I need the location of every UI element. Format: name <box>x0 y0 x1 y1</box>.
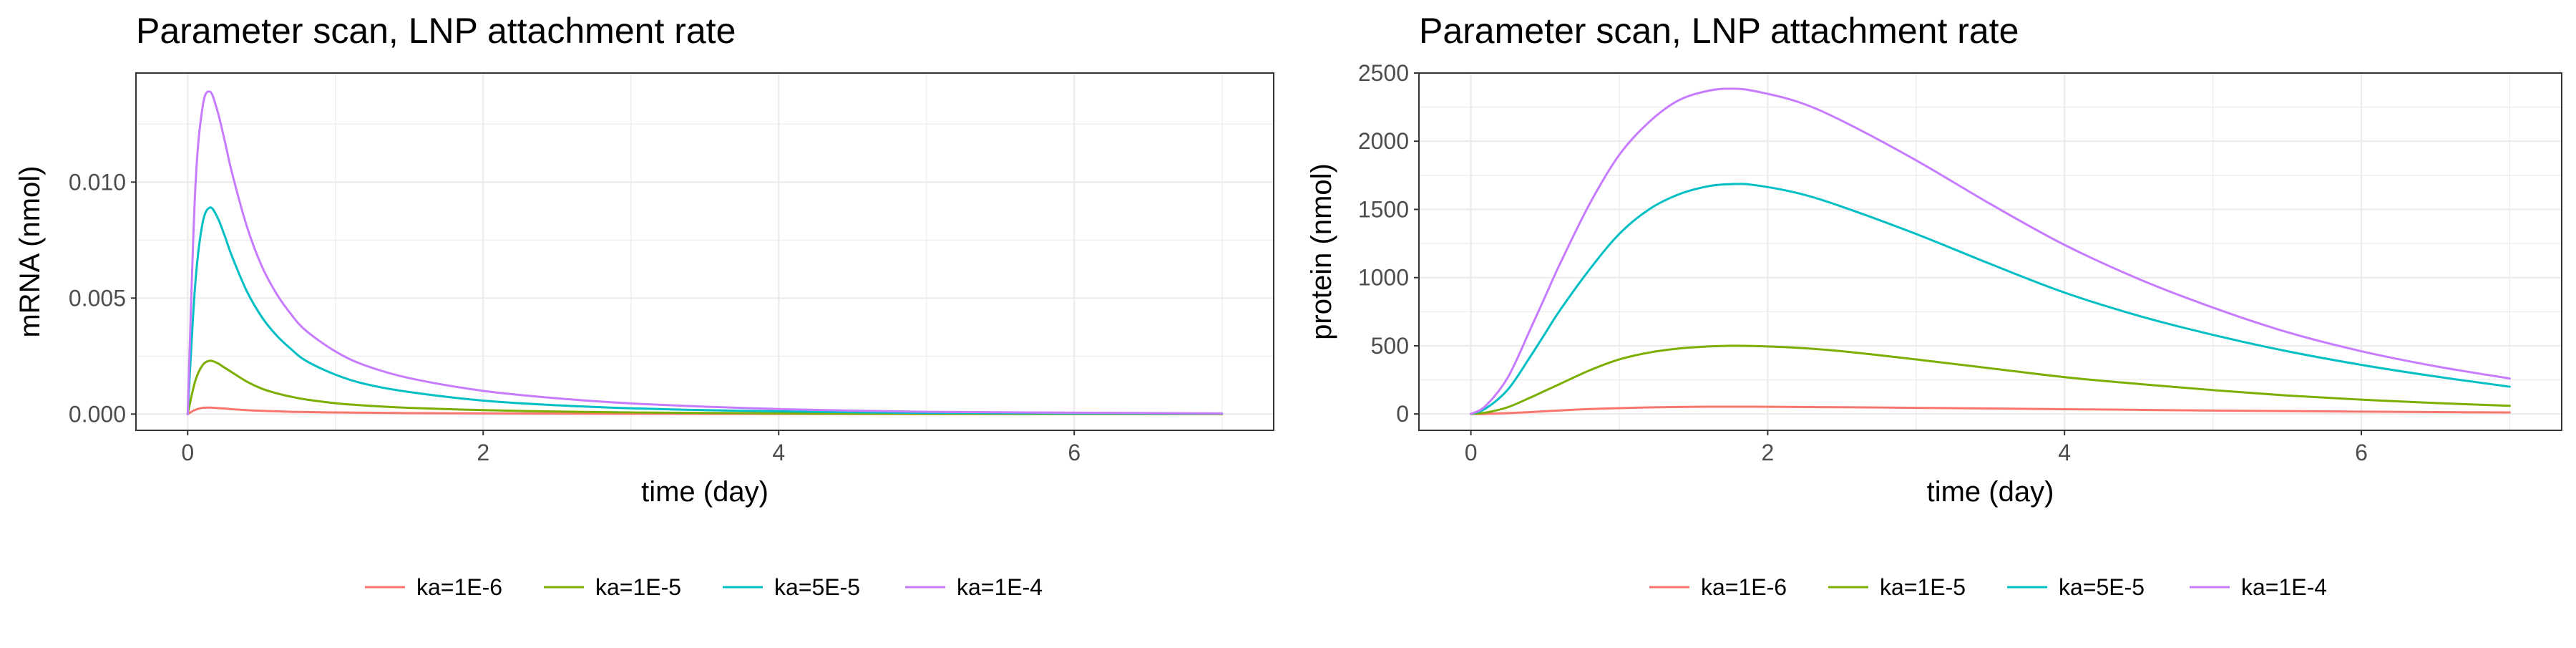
series-line-ka=1E-4 <box>186 90 1224 415</box>
x-tick-label: 0 <box>181 440 194 465</box>
x-tick-label: 6 <box>2355 440 2368 465</box>
legend-label: ka=1E-5 <box>1880 574 1966 600</box>
plot-area <box>136 73 1274 430</box>
x-tick-label: 4 <box>2058 440 2071 465</box>
chart-panel-mrna: Parameter scan, LNP attachment rate time… <box>0 0 1288 644</box>
plot-area <box>1419 72 2562 430</box>
chart-panel-protein: Parameter scan, LNP attachment rate time… <box>1288 0 2576 644</box>
chart-protein: Parameter scan, LNP attachment rate time… <box>1306 11 2562 600</box>
y-tick-label: 500 <box>1371 333 1409 359</box>
series-line-ka=5E-5 <box>1470 183 2511 415</box>
chart-title: Parameter scan, LNP attachment rate <box>136 11 736 51</box>
x-tick-label: 2 <box>477 440 489 465</box>
series-line-ka=1E-5 <box>1470 344 2511 415</box>
x-tick-label: 4 <box>772 440 785 465</box>
series-line-ka=1E-4 <box>1470 87 2511 415</box>
series-line-ka=5E-5 <box>186 206 1224 415</box>
legend-label: ka=1E-4 <box>2241 574 2327 600</box>
x-tick-label: 0 <box>1465 440 1478 465</box>
y-tick-label: 0.005 <box>69 285 126 311</box>
legend: ka=1E-6 ka=1E-5 ka=5E-5 ka=1E-4 <box>365 574 1043 600</box>
legend-label: ka=5E-5 <box>774 574 860 600</box>
series-line-ka=1E-6 <box>1470 405 2511 415</box>
legend-label: ka=1E-5 <box>595 574 681 600</box>
y-tick-label: 0 <box>1396 401 1409 427</box>
x-tick-label: 2 <box>1761 440 1774 465</box>
y-tick-label: 1500 <box>1358 196 1409 222</box>
y-tick-label: 1000 <box>1358 265 1409 291</box>
x-axis-label: time (day) <box>641 476 769 508</box>
chart-title: Parameter scan, LNP attachment rate <box>1419 11 2019 51</box>
legend-label: ka=1E-6 <box>416 574 502 600</box>
panel-border <box>1418 72 2562 431</box>
y-axis-label: mRNA (nmol) <box>14 165 46 337</box>
y-tick-label: 0.010 <box>69 169 126 195</box>
plot-background <box>1419 73 2562 430</box>
y-tick-label: 0.000 <box>69 401 126 427</box>
x-axis-label: time (day) <box>1927 476 2054 508</box>
chart-mrna: Parameter scan, LNP attachment rate time… <box>14 11 1274 600</box>
y-axis-label: protein (nmol) <box>1306 163 1337 340</box>
legend: ka=1E-6 ka=1E-5 ka=5E-5 ka=1E-4 <box>1649 574 2327 600</box>
series-line-ka=1E-5 <box>186 359 1224 415</box>
panel-border <box>135 72 1274 431</box>
plot-background <box>136 73 1274 430</box>
legend-label: ka=5E-5 <box>2059 574 2145 600</box>
y-tick-label: 2000 <box>1358 128 1409 154</box>
x-tick-label: 6 <box>1068 440 1080 465</box>
legend-label: ka=1E-6 <box>1701 574 1787 600</box>
y-tick-label: 2500 <box>1358 60 1409 86</box>
legend-label: ka=1E-4 <box>957 574 1043 600</box>
